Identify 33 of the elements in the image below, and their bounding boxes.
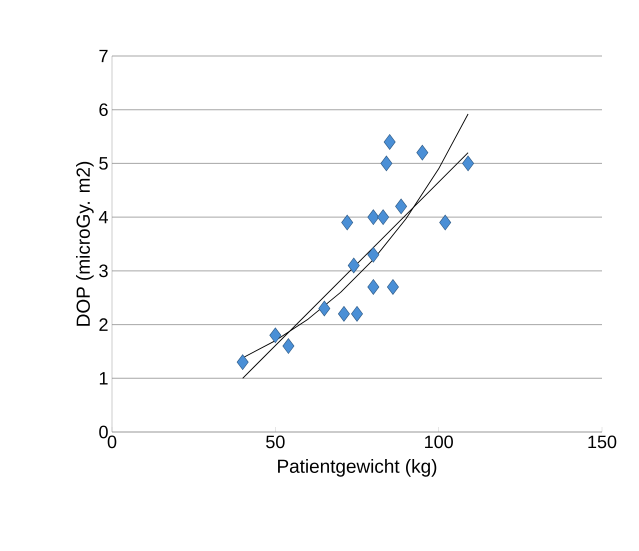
x-tick-label: 0 [108,436,116,448]
y-tick-label: 5 [99,157,108,170]
x-tick-label: 100 [425,436,453,448]
y-tick-label: 6 [99,103,108,116]
point [380,156,392,172]
point [377,209,390,225]
x-tick-label: 50 [266,436,285,448]
x-axis-title: Patientgewicht (kg) [278,459,436,477]
point [338,306,350,322]
point [387,279,399,295]
point [348,258,360,274]
point [236,354,249,370]
point [351,306,363,322]
point [416,144,428,160]
y-axis-title: DOP (microGy. m2) [76,162,94,326]
y-tick-label: 7 [99,50,108,62]
point [318,300,330,316]
point [367,246,380,263]
point [395,198,408,214]
point [462,156,474,172]
point [367,279,380,295]
point [269,328,282,344]
y-tick-label: 4 [98,210,108,224]
point [439,214,452,230]
y-tick-label: 1 [100,372,108,384]
y-tick-label: 0 [99,426,108,438]
point [341,214,354,230]
y-tick-label: 2 [99,318,108,331]
y-tick-label: 3 [99,264,108,278]
point [282,338,294,354]
point [384,134,396,150]
point [367,209,380,225]
x-tick-label: 150 [588,436,616,448]
